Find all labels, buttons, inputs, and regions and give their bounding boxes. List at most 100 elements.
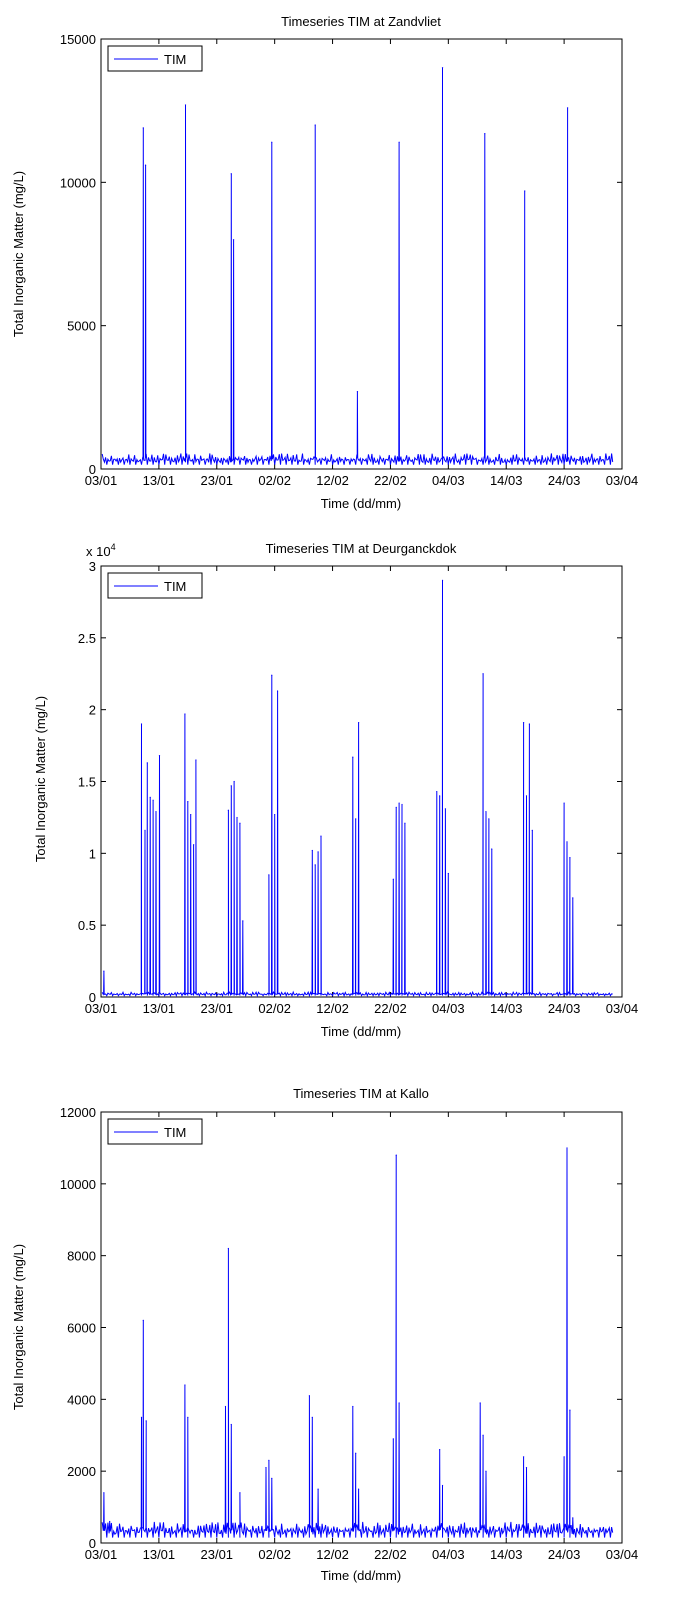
y-tick-label: 8000 <box>67 1249 96 1264</box>
y-axis-multiplier: x 104 <box>86 542 116 559</box>
data-point <box>441 1484 444 1487</box>
data-point <box>563 1456 565 1458</box>
x-tick-label: 03/04 <box>606 1547 639 1562</box>
x-tick-label: 04/03 <box>432 1001 465 1016</box>
x-tick-label: 23/01 <box>201 1001 234 1016</box>
y-tick-label: 0 <box>89 990 96 1005</box>
x-axis-label: Time (dd/mm) <box>321 1568 401 1583</box>
data-point <box>230 785 232 787</box>
data-point <box>485 1470 487 1472</box>
y-axis-label: Total Inorganic Matter (mg/L) <box>11 171 26 337</box>
data-point <box>482 1434 484 1436</box>
data-point <box>439 1449 441 1451</box>
y-tick-label: 0 <box>89 462 96 477</box>
x-tick-label: 24/03 <box>548 1547 581 1562</box>
data-point <box>572 1517 574 1519</box>
data-point <box>491 848 493 850</box>
data-point <box>395 1154 397 1156</box>
x-tick-label: 22/02 <box>374 1001 407 1016</box>
data-point <box>224 1405 227 1408</box>
data-point <box>142 1319 144 1321</box>
x-tick-label: 23/01 <box>201 1547 234 1562</box>
data-point <box>356 391 359 393</box>
data-point <box>140 1416 143 1418</box>
data-point <box>190 813 192 816</box>
x-tick-label: 03/01 <box>85 1547 118 1562</box>
y-tick-label: 1.5 <box>78 775 96 790</box>
y-tick-label: 3 <box>89 559 96 574</box>
data-point <box>522 1456 525 1458</box>
y-tick-label: 10000 <box>60 1177 96 1192</box>
x-tick-label: 03/01 <box>85 473 118 488</box>
data-point <box>184 1384 186 1386</box>
legend-label: TIM <box>164 52 186 67</box>
x-tick-label: 02/02 <box>258 1547 291 1562</box>
data-point <box>563 802 565 804</box>
data-point <box>566 107 569 109</box>
data-point <box>103 970 105 972</box>
data-point <box>352 756 354 758</box>
data-point <box>140 723 143 725</box>
data-point <box>522 721 525 724</box>
data-point <box>239 822 241 824</box>
x-tick-label: 03/04 <box>606 1001 639 1016</box>
data-point <box>395 806 397 808</box>
data-point <box>531 829 533 831</box>
data-point <box>184 713 186 715</box>
chart-title: Timeseries TIM at Deurganckdok <box>266 541 457 556</box>
data-point <box>227 809 229 811</box>
y-axis-label: Total Inorganic Matter (mg/L) <box>11 1244 26 1410</box>
data-point <box>271 674 273 676</box>
x-tick-label: 23/01 <box>201 473 234 488</box>
data-point <box>195 759 197 761</box>
data-point <box>268 874 270 876</box>
chart-zandvliet: Timeseries TIM at Zandvliet Total Inorga… <box>11 14 638 511</box>
data-point <box>572 897 574 899</box>
data-point <box>187 1416 189 1418</box>
data-point <box>184 104 187 106</box>
data-point <box>525 1466 528 1469</box>
data-point <box>566 1147 568 1149</box>
plot-area-deurganckdok: 03/01 13/01 23/01 02/02 12/02 22/02 04/03 14/03… <box>78 559 638 1016</box>
data-point <box>274 813 276 816</box>
axes-frame <box>100 38 623 470</box>
data-point <box>436 790 438 793</box>
data-point <box>488 818 490 820</box>
data-point <box>444 808 447 810</box>
data-point <box>144 829 146 831</box>
series-line-tim <box>101 1147 614 1538</box>
data-point <box>268 1459 270 1461</box>
data-point <box>569 1409 571 1411</box>
y-tick-label: 10000 <box>60 175 96 190</box>
data-point <box>485 811 487 813</box>
data-point <box>239 1492 241 1494</box>
data-point <box>358 1488 360 1490</box>
x-tick-label: 14/03 <box>490 1001 523 1016</box>
data-point <box>441 67 444 69</box>
data-point <box>158 755 161 757</box>
x-tick-label: 13/01 <box>143 473 176 488</box>
x-tick-label: 14/03 <box>490 473 523 488</box>
y-tick-label: 0.5 <box>78 918 96 933</box>
data-point <box>479 1402 481 1404</box>
data-point <box>525 795 528 797</box>
data-point <box>232 239 235 241</box>
data-point <box>401 803 403 806</box>
plot-area-kallo: 03/01 13/01 23/01 02/02 12/02 22/02 04/03 14/03… <box>60 1105 638 1562</box>
y-tick-label: 2.5 <box>78 631 96 646</box>
x-tick-label: 13/01 <box>143 1001 176 1016</box>
data-point <box>271 141 273 143</box>
data-point <box>230 1423 232 1426</box>
data-point <box>484 133 486 135</box>
data-point <box>320 835 322 837</box>
x-tick-label: 02/02 <box>258 1001 291 1016</box>
y-tick-label: 4000 <box>67 1392 96 1407</box>
data-point <box>355 818 357 820</box>
data-point <box>398 802 400 804</box>
data-point <box>103 1492 105 1494</box>
legend-label: TIM <box>164 1125 186 1140</box>
data-point <box>569 857 571 859</box>
data-point <box>109 1520 111 1523</box>
x-tick-label: 03/04 <box>606 473 639 488</box>
